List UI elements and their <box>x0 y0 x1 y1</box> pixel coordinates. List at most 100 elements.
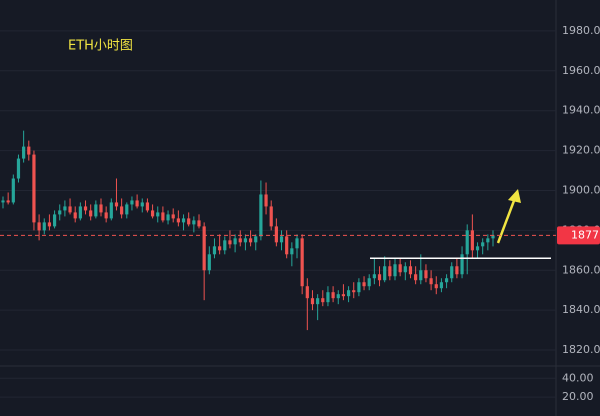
candle-body <box>73 212 77 219</box>
candle-body <box>47 222 52 227</box>
candle-body <box>321 298 325 303</box>
candle-body <box>192 220 196 225</box>
candle-body <box>161 212 165 221</box>
chart-title: ETH小时图 <box>68 39 133 54</box>
candle-body <box>388 266 392 277</box>
candle-body <box>145 202 150 211</box>
candle-body <box>238 238 242 243</box>
y-tick-label: 1840.00 <box>562 303 600 316</box>
candle-body <box>481 242 485 247</box>
candle-body <box>130 200 134 205</box>
y-tick-label: 1920.00 <box>562 144 600 157</box>
candle-body <box>202 226 206 271</box>
candle-body <box>367 278 371 287</box>
candle-body <box>362 282 366 287</box>
candle-body <box>305 286 309 299</box>
candle-body <box>295 238 299 249</box>
candle-body <box>197 220 201 227</box>
candle-body <box>429 278 433 285</box>
candle-body <box>228 240 232 245</box>
candle-body <box>444 278 449 283</box>
candle-body <box>254 236 258 243</box>
candle-body <box>11 178 15 203</box>
candle-body <box>269 206 273 227</box>
candle-body <box>135 200 139 207</box>
candle-body <box>470 230 474 251</box>
arrow-head <box>508 189 521 203</box>
candle-body <box>465 230 469 255</box>
candle-body <box>398 264 402 273</box>
candle-body <box>104 212 108 219</box>
candle-body <box>58 210 62 215</box>
candle-body <box>455 266 459 275</box>
candle-body <box>419 270 423 281</box>
candle-body <box>243 238 248 243</box>
y-tick-label: 1860.00 <box>562 263 600 276</box>
candle-body <box>486 238 490 243</box>
candle-body <box>326 292 330 303</box>
candle-body <box>37 222 41 231</box>
candle-body <box>279 236 284 243</box>
y-tick-label: 1980.00 <box>562 24 600 37</box>
candle-body <box>393 264 397 277</box>
candle-body <box>331 292 335 299</box>
candle-body <box>187 218 191 225</box>
last-price-label: 1877.5 <box>571 228 600 241</box>
last-price-tag <box>557 226 600 245</box>
candle-body <box>408 266 413 275</box>
candle-body <box>207 254 211 271</box>
candle-body <box>274 226 278 243</box>
y-tick-label: 1820.00 <box>562 343 600 356</box>
candle-body <box>42 222 46 231</box>
candle-body <box>259 194 263 237</box>
candle-body <box>439 282 444 289</box>
candle-body <box>1 200 5 203</box>
candle-body <box>341 294 346 297</box>
y-tick-label: 1960.00 <box>562 64 600 77</box>
candle-body <box>78 206 82 219</box>
candle-body <box>264 194 268 207</box>
candle-body <box>248 238 253 243</box>
candle-body <box>109 202 113 219</box>
candle-body <box>83 206 88 211</box>
candle-body <box>63 206 67 211</box>
candle-body <box>377 274 382 281</box>
candle-body <box>352 290 356 293</box>
candles <box>1 130 495 331</box>
y-tick-label: 40.00 <box>562 371 594 384</box>
candle-body <box>290 248 294 255</box>
candle-body <box>120 206 124 215</box>
candle-body <box>218 246 222 251</box>
candle-body <box>285 236 289 255</box>
candle-body <box>125 204 129 215</box>
candle-body <box>346 290 351 297</box>
candle-body <box>300 238 304 287</box>
candle-body <box>223 240 227 251</box>
candle-body <box>6 200 10 203</box>
candle-body <box>114 202 119 207</box>
y-tick-label: 1900.00 <box>562 183 600 196</box>
y-tick-label: 20.00 <box>562 390 594 403</box>
candle-body <box>32 154 36 223</box>
candle-body <box>357 282 361 293</box>
candle-body <box>16 158 21 179</box>
candle-body <box>403 266 407 273</box>
candle-body <box>156 212 160 217</box>
candle-body <box>22 146 26 159</box>
candle-body <box>94 204 98 217</box>
candle-body <box>424 270 428 279</box>
candle-body <box>68 206 72 213</box>
candle-body <box>460 254 464 275</box>
candle-body <box>171 214 175 219</box>
candle-body <box>475 246 480 251</box>
candle-body <box>450 266 454 279</box>
candle-body <box>176 218 180 223</box>
candle-body <box>52 214 57 227</box>
candle-body <box>150 210 155 217</box>
grid <box>0 30 556 398</box>
candle-body <box>181 218 186 223</box>
candle-body <box>316 298 320 305</box>
candle-body <box>233 238 237 245</box>
candle-body <box>166 214 170 221</box>
